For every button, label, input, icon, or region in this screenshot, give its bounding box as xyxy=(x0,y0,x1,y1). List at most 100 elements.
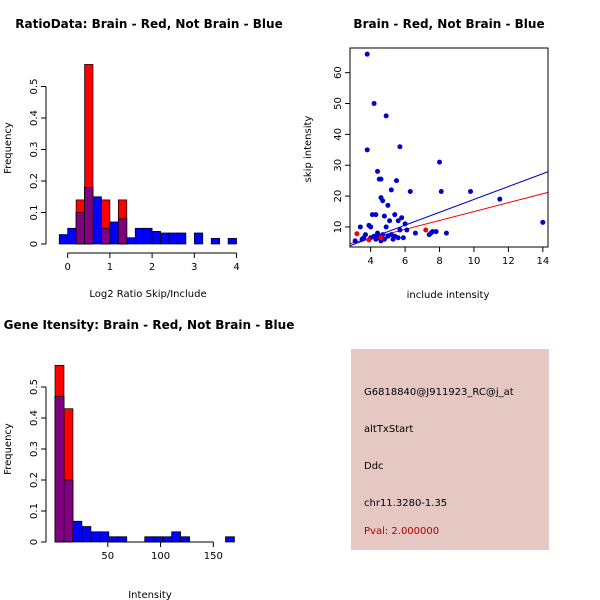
event-type: altTxStart xyxy=(364,424,414,435)
intensity-scatter-point-not-brain xyxy=(443,230,449,236)
ratio-histogram-bar-not-brain xyxy=(134,227,145,245)
intensity-scatter-point-not-brain xyxy=(383,113,389,119)
gene-intensity-histogram-bar-not-brain xyxy=(225,536,235,543)
intensity-scatter-point-not-brain xyxy=(497,196,503,202)
gene-intensity-histogram-bar-not-brain xyxy=(81,526,92,543)
gene-intensity-histogram-y-tick-label: 0.3 xyxy=(29,441,40,457)
ratio-histogram-bar-overlap xyxy=(84,186,94,245)
info-panel: G6818840@J911923_RC@j_at altTxStart Ddc … xyxy=(351,349,549,550)
ratio-histogram-axes: 0 1 2 3 4 0 0.1 0.2 0.3 0.4 0.5 xyxy=(29,79,240,273)
ratio-histogram-bar-not-brain xyxy=(160,232,170,245)
ratio-histogram-bar-not-brain xyxy=(58,234,69,245)
intensity-scatter-point-not-brain xyxy=(371,101,377,107)
intensity-scatter-point-not-brain xyxy=(378,176,384,182)
intensity-scatter-point-not-brain xyxy=(373,236,379,242)
intensity-scatter-point-not-brain xyxy=(385,202,391,208)
gene-intensity-histogram-bar-not-brain xyxy=(171,531,181,543)
ratio-histogram-y-tick-label: 0.4 xyxy=(29,110,40,126)
intensity-scatter-ylabel: skip intensity xyxy=(303,116,314,183)
intensity-scatter-point-not-brain xyxy=(404,227,410,233)
intensity-scatter-point-not-brain xyxy=(385,233,391,239)
gene-intensity-histogram-y-tick-label: 0.2 xyxy=(29,472,40,488)
intensity-scatter-point-brain xyxy=(354,231,360,237)
intensity-scatter-point-not-brain xyxy=(381,213,387,219)
ratio-histogram: RatioData: Brain - Red, Not Brain - Blue… xyxy=(3,17,283,300)
ratio-histogram-bar-not-brain xyxy=(92,196,102,245)
intensity-scatter-xlabel: include intensity xyxy=(407,290,490,301)
intensity-scatter-point-not-brain xyxy=(397,227,403,233)
intensity-scatter-y-tick-label: 60 xyxy=(333,66,344,79)
ratio-histogram-x-tick-label: 3 xyxy=(191,262,197,273)
intensity-scatter-point-not-brain xyxy=(364,51,370,57)
intensity-scatter: Brain - Red, Not Brain - Blue include in… xyxy=(303,17,549,301)
intensity-scatter-point-not-brain xyxy=(375,168,381,174)
gene-intensity-histogram-ylabel: Frequency xyxy=(3,423,14,475)
intensity-scatter-point-brain xyxy=(378,235,384,241)
gene-intensity-histogram-y-tick-label: 0 xyxy=(29,539,40,545)
intensity-scatter-y-tick-label: 50 xyxy=(333,97,344,110)
ratio-histogram-y-tick-label: 0.2 xyxy=(29,173,40,189)
intensity-scatter-point-not-brain xyxy=(402,221,408,227)
intensity-scatter-point-not-brain xyxy=(395,235,401,241)
ratio-histogram-x-tick-label: 1 xyxy=(107,262,113,273)
intensity-scatter-point-not-brain xyxy=(375,230,381,236)
intensity-scatter-point-not-brain xyxy=(369,212,375,218)
ratio-histogram-y-tick-label: 0.3 xyxy=(29,142,40,158)
intensity-scatter-point-not-brain xyxy=(387,218,393,224)
genomic-location: chr11.3280-1.35 xyxy=(364,498,448,509)
intensity-scatter-point-not-brain xyxy=(399,215,405,221)
intensity-scatter-marks xyxy=(349,51,549,247)
intensity-scatter-point-not-brain xyxy=(357,224,363,230)
intensity-scatter-axes: 4 6 8 10 12 14 10 20 30 40 50 60 xyxy=(333,47,549,267)
intensity-scatter-x-tick-label: 4 xyxy=(367,256,373,267)
ratio-histogram-x-tick-label: 0 xyxy=(64,262,70,273)
gene-intensity-histogram-bar-not-brain xyxy=(99,531,110,543)
gene-intensity-histogram-bar-overlap xyxy=(54,395,65,543)
ratio-histogram-bar-overlap xyxy=(117,218,128,245)
intensity-scatter-plot-box xyxy=(349,47,549,248)
intensity-scatter-point-not-brain xyxy=(395,218,401,224)
intensity-scatter-point-not-brain xyxy=(380,198,386,204)
intensity-scatter-y-tick-label: 30 xyxy=(333,159,344,172)
gene-intensity-histogram-bar-not-brain xyxy=(117,536,128,543)
intensity-scatter-point-not-brain xyxy=(426,232,432,238)
ratio-histogram-ylabel: Frequency xyxy=(3,122,14,174)
gene-intensity-histogram-x-tick-label: 150 xyxy=(204,551,223,562)
ratio-histogram-title: RatioData: Brain - Red, Not Brain - Blue xyxy=(15,17,282,31)
ratio-histogram-x-tick-label: 2 xyxy=(149,262,155,273)
ratio-histogram-bar-not-brain xyxy=(109,221,119,245)
intensity-scatter-point-not-brain xyxy=(393,178,399,184)
ratio-histogram-y-tick-label: 0.5 xyxy=(29,79,40,95)
ratio-histogram-bar-not-brain xyxy=(210,237,221,245)
intensity-scatter-point-not-brain xyxy=(368,224,374,230)
intensity-scatter-x-tick-label: 8 xyxy=(436,256,442,267)
ratio-histogram-bars xyxy=(58,64,237,245)
gene-intensity-histogram-y-tick-label: 0.5 xyxy=(29,379,40,395)
ratio-histogram-y-tick-label: 0.1 xyxy=(29,205,40,221)
p-value: Pval: 2.000000 xyxy=(364,526,440,537)
intensity-scatter-point-not-brain xyxy=(359,236,365,242)
probe-id: G6818840@J911923_RC@j_at xyxy=(364,387,514,398)
ratio-histogram-xlabel: Log2 Ratio Skip/Include xyxy=(89,289,206,300)
intensity-scatter-point-not-brain xyxy=(433,229,439,235)
ratio-histogram-bar-not-brain xyxy=(67,227,77,245)
intensity-scatter-y-tick-label: 20 xyxy=(333,190,344,203)
gene-intensity-histogram-bar-not-brain xyxy=(144,536,155,543)
intensity-scatter-point-not-brain xyxy=(390,236,396,242)
gene-intensity-histogram-axes: 50 100 150 0 0.1 0.2 0.3 0.4 0.5 xyxy=(29,379,223,562)
gene-intensity-histogram-title: Gene Itensity: Brain - Red, Not Brain - … xyxy=(4,318,295,332)
gene-intensity-histogram-x-tick-label: 50 xyxy=(101,551,114,562)
ratio-histogram-bar-not-brain xyxy=(177,232,187,245)
intensity-scatter-point-not-brain xyxy=(383,224,389,230)
gene-intensity-histogram-bar-not-brain xyxy=(153,536,164,543)
intensity-scatter-point-brain xyxy=(423,227,429,233)
intensity-scatter-point-not-brain xyxy=(412,230,418,236)
gene-intensity-histogram-xlabel: Intensity xyxy=(128,590,172,600)
intensity-scatter-y-tick-label: 40 xyxy=(333,128,344,141)
ratio-histogram-bar-not-brain xyxy=(168,232,178,245)
intensity-scatter-point-not-brain xyxy=(388,187,394,193)
intensity-scatter-point-not-brain xyxy=(438,188,444,194)
gene-intensity-histogram-bar-not-brain xyxy=(108,536,119,543)
intensity-scatter-title: Brain - Red, Not Brain - Blue xyxy=(353,17,544,31)
